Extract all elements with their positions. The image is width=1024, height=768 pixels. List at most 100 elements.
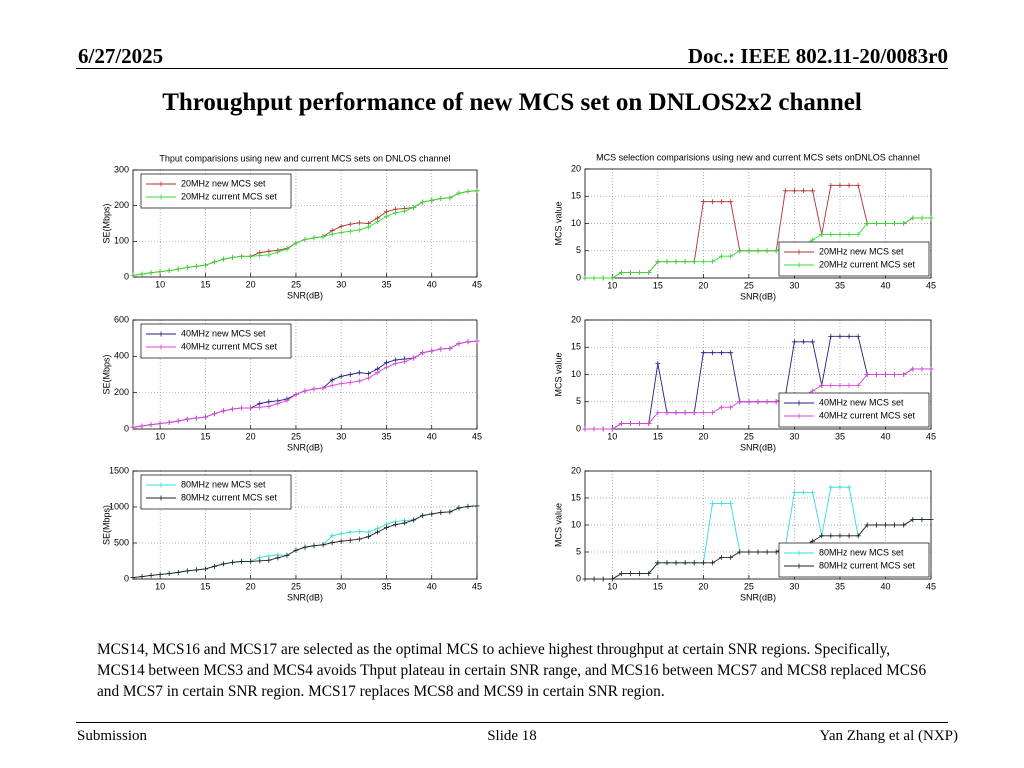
point-marker: [810, 237, 816, 243]
x-tick-label: 10: [155, 279, 165, 289]
point-marker: [855, 382, 861, 388]
point-marker: [646, 421, 652, 427]
point-marker: [248, 558, 254, 564]
point-marker: [664, 560, 670, 566]
point-marker: [202, 566, 208, 572]
y-tick-label: 5: [576, 396, 581, 406]
legend-box: [140, 323, 292, 359]
point-marker: [919, 517, 925, 523]
point-marker: [230, 559, 236, 565]
x-tick-label: 20: [698, 280, 708, 290]
point-marker: [728, 554, 734, 560]
point-marker: [873, 372, 879, 377]
point-marker: [275, 249, 281, 255]
x-tick-label: 20: [246, 581, 256, 591]
point-marker: [438, 509, 444, 515]
point-marker: [655, 361, 661, 367]
chart-title: MCS selection comparisions using new and…: [596, 152, 920, 162]
point-marker: [193, 263, 199, 269]
point-marker: [329, 533, 335, 539]
point-marker: [837, 484, 843, 490]
x-tick-label: 30: [336, 581, 346, 591]
point-marker: [447, 509, 453, 515]
point-marker: [846, 533, 852, 539]
point-marker: [719, 253, 725, 259]
x-axis-label: SNR(dB): [740, 291, 776, 301]
x-tick-label: 15: [200, 431, 210, 441]
point-marker: [700, 410, 706, 416]
point-marker: [383, 209, 389, 215]
point-marker: [764, 248, 770, 254]
y-axis-label: MCS value: [553, 352, 563, 396]
point-marker: [618, 270, 624, 276]
point-marker: [302, 388, 308, 394]
point-marker: [837, 533, 843, 539]
point-marker: [618, 421, 624, 427]
point-marker: [338, 531, 344, 537]
point-marker: [157, 571, 163, 577]
point-marker: [438, 196, 444, 202]
x-tick-label: 10: [607, 581, 617, 591]
point-marker: [356, 220, 362, 226]
point-marker: [719, 350, 725, 356]
point-marker: [618, 571, 624, 577]
point-marker: [266, 557, 272, 563]
point-marker: [728, 199, 734, 205]
point-marker: [356, 378, 362, 384]
point-marker: [456, 505, 462, 511]
legend-label: 40MHz new MCS set: [181, 328, 266, 338]
y-tick-label: 300: [114, 164, 129, 174]
point-marker: [810, 188, 816, 194]
y-tick-label: 200: [114, 200, 129, 210]
point-marker: [338, 381, 344, 387]
x-tick-label: 15: [200, 581, 210, 591]
y-tick-label: 15: [571, 191, 581, 201]
point-marker: [855, 182, 861, 188]
point-marker: [157, 421, 163, 427]
y-tick-label: 20: [571, 465, 581, 475]
point-marker: [628, 270, 634, 276]
y-tick-label: 0: [124, 423, 129, 433]
point-marker: [864, 221, 870, 226]
x-tick-label: 25: [744, 581, 754, 591]
point-marker: [275, 555, 281, 561]
point-marker: [211, 563, 217, 569]
point-marker: [393, 522, 399, 528]
plot-frame: [132, 169, 478, 278]
point-marker: [782, 188, 788, 194]
point-marker: [628, 571, 634, 577]
point-marker: [474, 338, 480, 344]
point-marker: [791, 339, 797, 345]
legend-label: 40MHz new MCS set: [819, 397, 904, 407]
point-marker: [383, 360, 389, 366]
point-marker: [828, 182, 834, 188]
point-marker: [420, 512, 426, 518]
point-marker: [728, 500, 734, 506]
point-marker: [791, 490, 797, 496]
point-marker: [365, 529, 371, 535]
point-marker: [664, 259, 670, 265]
point-marker: [175, 266, 181, 272]
y-tick-label: 0: [124, 271, 129, 281]
y-tick-label: 0: [576, 272, 581, 282]
point-marker: [347, 228, 353, 234]
point-marker: [184, 416, 190, 422]
point-marker: [230, 406, 236, 412]
point-marker: [609, 576, 615, 582]
point-marker: [465, 503, 471, 509]
point-marker: [609, 426, 615, 432]
legend-label: 80MHz current MCS set: [181, 492, 278, 502]
x-tick-label: 25: [291, 279, 301, 289]
y-tick-label: 1000: [109, 501, 129, 511]
point-marker: [646, 571, 652, 577]
y-tick-label: 10: [571, 519, 581, 529]
point-marker: [810, 490, 816, 496]
x-tick-label: 45: [926, 431, 936, 441]
point-marker: [239, 405, 245, 411]
legend-swatch-marker: [158, 495, 164, 501]
point-marker: [257, 253, 263, 259]
point-marker: [148, 270, 154, 276]
x-tick-label: 45: [926, 581, 936, 591]
point-marker: [901, 372, 907, 377]
